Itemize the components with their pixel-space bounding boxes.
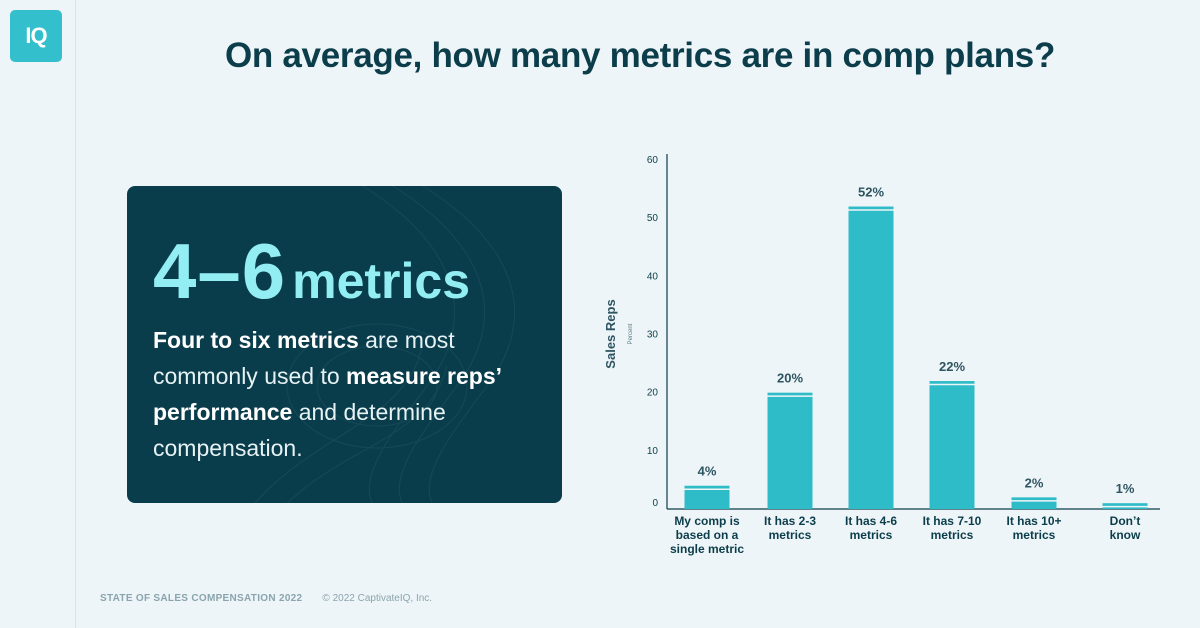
y-tick-label: 0 — [652, 498, 658, 509]
sidebar-divider — [75, 0, 76, 628]
category-label: It has 2-3 metrics — [764, 514, 816, 542]
card-contour-decoration — [254, 186, 515, 503]
bar-value-label: 2% — [1025, 475, 1044, 490]
page-title: On average, how many metrics are in comp… — [224, 36, 1056, 75]
y-tick-label: 30 — [647, 330, 659, 341]
y-tick-label: 40 — [647, 271, 659, 282]
category-label: Don’t know — [1110, 514, 1141, 542]
category-label: My comp is based on a single metric — [670, 514, 744, 556]
desc-bold-1: Four to six metrics — [153, 327, 359, 353]
category-label: It has 10+ metrics — [1006, 514, 1061, 542]
y-axis-title: Sales Reps — [603, 299, 618, 368]
y-tick-label: 20 — [647, 388, 659, 399]
bar-value-label: 52% — [858, 185, 884, 200]
bar-value-label: 22% — [939, 359, 965, 374]
bar-value-label: 20% — [777, 371, 803, 386]
bar-value-label: 1% — [1116, 481, 1135, 496]
bar-value-label: 4% — [698, 464, 717, 479]
footer-copyright: © 2022 CaptivateIQ, Inc. — [322, 593, 433, 604]
bar — [929, 381, 975, 509]
y-tick-label: 50 — [647, 213, 659, 224]
y-axis-subtitle: Percent — [628, 323, 634, 344]
desc-text-2: and determine compensation. — [153, 399, 446, 461]
headline-number: 4–6 — [153, 227, 287, 315]
category-label: It has 4-6 metrics — [845, 514, 897, 542]
footer-brand: STATE OF SALES COMPENSATION 2022 — [100, 593, 303, 604]
bar — [684, 485, 730, 509]
headline: 4–6 metrics — [153, 226, 470, 317]
category-label: It has 7-10 metrics — [923, 514, 982, 542]
bar — [767, 392, 813, 509]
headline-unit: metrics — [292, 253, 471, 309]
bar — [1011, 497, 1057, 509]
desc-bold-2: measure reps’ performance — [153, 363, 501, 425]
y-tick-label: 60 — [647, 155, 659, 166]
y-tick-label: 10 — [647, 446, 659, 457]
highlight-card: 4–6 metrics Four to six metrics are most … — [127, 186, 562, 503]
footer: STATE OF SALES COMPENSATION 2022 © 2022 C… — [100, 593, 432, 604]
bar — [848, 206, 894, 510]
desc-text-1: are most commonly used to — [153, 327, 455, 389]
captivateiq-logo[interactable]: IQ — [10, 10, 62, 62]
card-description: Four to six metrics are most commonly us… — [153, 322, 548, 466]
